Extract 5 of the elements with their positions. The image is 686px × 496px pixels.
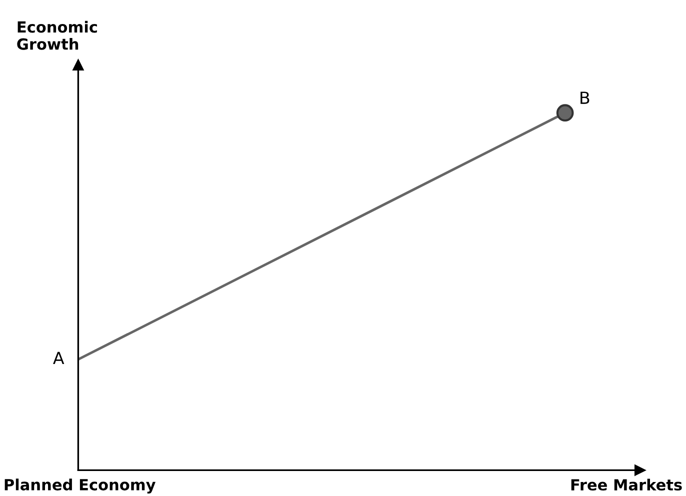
text: Planned Economy bbox=[4, 478, 156, 494]
annotation: A bbox=[53, 352, 64, 364]
y-axis-title: Economic Growth bbox=[17, 20, 97, 50]
text: Free Markets bbox=[571, 478, 682, 491]
text: B bbox=[580, 92, 590, 104]
